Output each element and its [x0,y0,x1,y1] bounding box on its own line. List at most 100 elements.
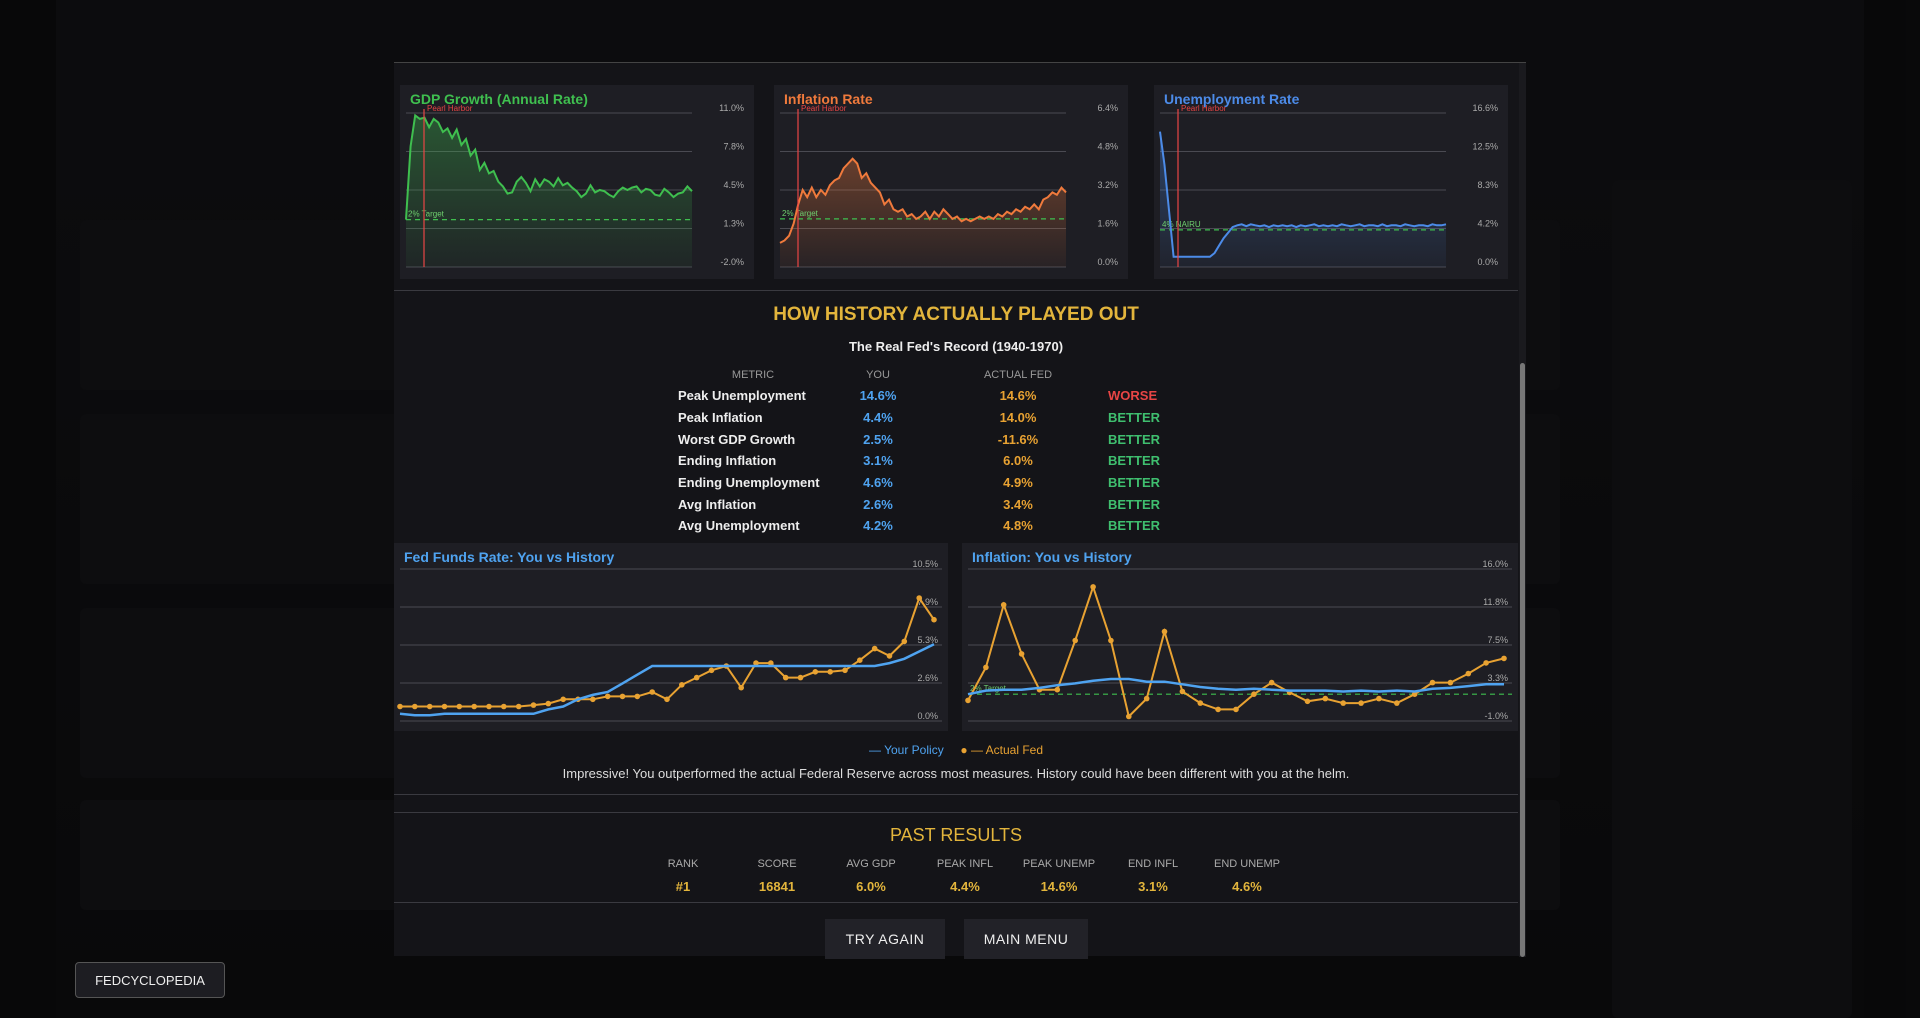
result-cell: BETTER [1108,431,1160,447]
tick-label: 0.0% [917,711,938,721]
metric-cell: Avg Inflation [678,496,757,512]
metric-cell: Avg Unemployment [678,518,800,534]
actual-fed-point [456,703,463,710]
metric-cell: Ending Unemployment [678,475,820,491]
past-results-table: RANK SCORE AVG GDP PEAK INFL PEAK UNEMP END I… [636,854,1294,898]
unemployment-chart-title: Unemployment Rate [1164,91,1300,107]
history-comparison-table: METRIC YOU ACTUAL FED Peak Unemployment 1… [678,365,1188,537]
actual-fed-cell: 14.0% [999,410,1037,426]
table-row: Avg Unemployment 4.2% 4.8% BETTER [678,515,1188,537]
you-cell: 2.6% [863,496,893,512]
col-you: YOU [866,369,890,381]
you-cell: 14.6% [859,388,897,404]
tick-label: 7.8% [723,142,744,152]
actual-fed-point [1483,660,1489,666]
tick-label: 7.9% [917,597,938,607]
past-col-header: PEAK UNEMP [1022,858,1096,870]
actual-fed-point [1090,584,1096,590]
metric-cell: Worst GDP Growth [678,431,796,447]
try-again-button[interactable]: TRY AGAIN [825,919,945,959]
actual-fed-point [604,693,611,700]
divider [394,902,1518,903]
tick-label: 16.0% [1482,559,1508,569]
tick-label: 1.3% [723,219,744,229]
actual-fed-point [679,682,685,688]
scrollbar-thumb[interactable] [1520,363,1525,957]
actual-fed-point [486,703,492,710]
actual-fed-point [1429,679,1436,686]
actual-fed-point [983,664,989,671]
tick-label: 1.6% [1097,219,1118,229]
tick-label: 7.5% [1487,635,1508,645]
metric-cell: Peak Inflation [678,410,763,426]
tick-label: 0.0% [1097,257,1118,267]
actual-fed-point [1394,700,1400,706]
you-cell: 2.5% [863,431,893,447]
gdp-chart-panel: GDP Growth (Annual Rate) 11.0% 7.8% 4.5% 1.… [400,85,754,279]
actual-fed-point [1072,637,1078,644]
tick-label: 16.6% [1472,103,1498,113]
you-cell: 4.6% [863,475,893,491]
divider [394,290,1518,291]
actual-fed-cell: 14.6% [999,388,1037,404]
your-policy-line [399,643,935,717]
modal-scrollbar[interactable] [1519,63,1526,957]
tick-label: -2.0% [720,257,744,267]
actual-fed-point [1054,686,1061,693]
actual-fed-point [471,703,477,710]
metric-cell: Peak Unemployment [678,388,806,404]
actual-fed-point [842,667,848,674]
actual-fed-point [1322,695,1329,702]
actual-fed-point [1233,706,1239,713]
actual-fed-point [619,693,626,700]
actual-fed-point [782,674,789,681]
fedcyclopedia-button[interactable]: FEDCYCLOPEDIA [75,962,225,998]
actual-fed-point [1251,691,1257,697]
actual-fed-point [738,684,744,691]
actual-fed-cell: -11.6% [997,431,1039,447]
actual-fed-point [1304,698,1311,705]
result-cell: BETTER [1108,453,1160,469]
actual-fed-point [901,638,908,645]
result-cell: BETTER [1108,496,1160,512]
actual-fed-point [1376,695,1382,702]
actual-fed-cell: 4.8% [1003,518,1033,534]
tick-label: 6.4% [1097,103,1118,113]
gdp-chart-title: GDP Growth (Annual Rate) [410,91,588,107]
actual-fed-point [1501,655,1507,662]
tick-label: 2.6% [917,673,938,683]
inflation-chart-panel: Inflation Rate 6.4% 4.8% 3.2% 1.6% 0.0% 2% Ta… [774,85,1128,279]
legend-actual-fed: — Actual Fed [970,743,1044,757]
results-modal: GDP Growth (Annual Rate) 11.0% 7.8% 4.5% 1.… [394,62,1526,959]
result-cell: BETTER [1108,410,1160,426]
col-metric: METRIC [731,369,775,381]
actual-fed-cell: 4.9% [1003,475,1033,491]
ffr-compare-chart: 10.5% 7.9% 5.3% 2.6% 0.0% [397,559,942,722]
main-menu-button[interactable]: MAIN MENU [964,919,1088,959]
series-line [779,157,1067,244]
compare-legend: — Your Policy ● — Actual Fed [394,743,1518,757]
series-line [1159,131,1447,258]
actual-fed-point [530,702,537,708]
result-cell: BETTER [1108,475,1160,491]
event-marker-label: Pearl Harbor [1181,104,1227,113]
actual-fed-point [1179,688,1186,695]
actual-fed-point [664,696,670,703]
tick-label: 4.5% [723,180,744,190]
actual-fed-point [412,703,418,710]
tick-label: 3.3% [1487,673,1508,683]
past-value-cell: #1 [675,878,691,894]
tick-label: 0.0% [1477,257,1498,267]
inflation-compare-panel: Inflation: You vs History 16.0% 11.8% 7.5%… [962,543,1518,731]
actual-fed-point [886,653,893,659]
event-marker-label: Pearl Harbor [801,104,847,113]
actual-fed-point [1358,700,1364,706]
unemployment-chart-panel: Unemployment Rate 16.6% 12.5% 8.3% 4.2% 0.0%… [1154,85,1508,279]
table-row: Avg Inflation 2.6% 3.4% BETTER [678,493,1188,515]
actual-fed-cell: 6.0% [1003,453,1033,469]
table-row: Peak Inflation 4.4% 14.0% BETTER [678,407,1188,429]
actual-fed-point [1018,651,1025,657]
actual-fed-point [590,696,596,703]
unemployment-chart: 16.6% 12.5% 8.3% 4.2% 0.0% 4% NAIRU Pearl Harb… [1159,103,1498,268]
metric-cell: Ending Inflation [678,453,777,469]
